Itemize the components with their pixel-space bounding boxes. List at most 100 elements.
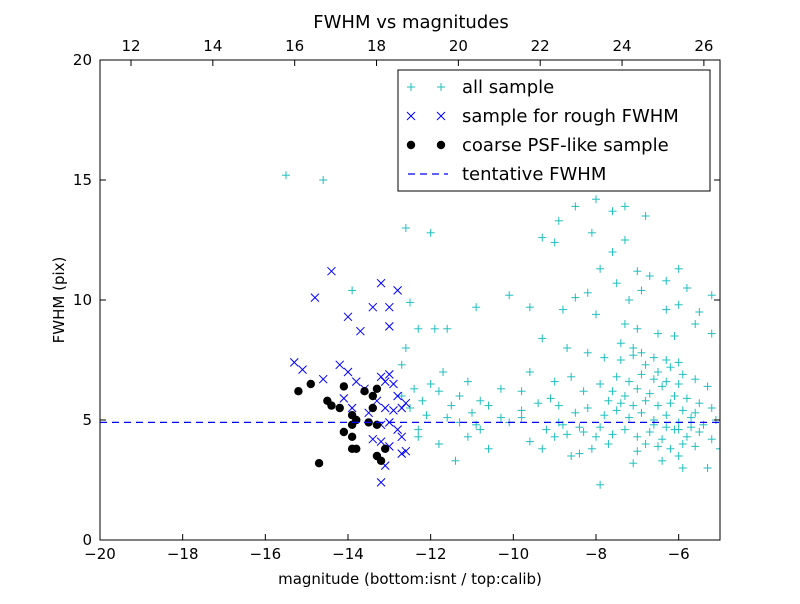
data-point: [368, 434, 378, 444]
data-point: [393, 391, 402, 401]
data-point: [546, 394, 555, 403]
data-point: [707, 329, 716, 338]
data-point: [716, 444, 720, 453]
data-point: [641, 396, 650, 405]
data-point: [414, 432, 423, 441]
data-point: [401, 224, 410, 232]
data-point: [294, 387, 303, 396]
data-point: [691, 320, 700, 328]
data-point: [314, 459, 324, 468]
data-point: [525, 437, 534, 446]
data-point: [592, 310, 600, 319]
data-point: [658, 382, 667, 391]
data-point: [620, 320, 629, 328]
data-point: [629, 344, 638, 352]
x-tick-label: −20: [84, 545, 116, 563]
legend-marker: [407, 83, 415, 91]
data-point: [592, 195, 600, 204]
data-point: [406, 404, 414, 412]
x-tick-label: −8: [585, 545, 607, 563]
data-point: [579, 428, 588, 436]
data-point: [687, 413, 696, 422]
data-point: [571, 293, 580, 302]
data-point: [707, 404, 716, 412]
data-point: [695, 308, 704, 316]
data-point: [687, 423, 696, 432]
data-point: [616, 339, 625, 348]
data-point: [674, 380, 683, 388]
data-point: [505, 291, 514, 300]
data-point: [608, 430, 617, 439]
data-point: [620, 236, 629, 244]
data-point: [608, 387, 617, 396]
data-point: [670, 392, 679, 400]
data-point: [310, 293, 320, 302]
data-point: [678, 440, 687, 448]
chart-title: FWHM vs magnitudes: [313, 12, 508, 33]
data-point: [339, 427, 349, 437]
x-tick-label: −6: [668, 545, 690, 563]
data-point: [472, 303, 481, 312]
data-point: [381, 444, 390, 453]
data-point: [430, 324, 439, 333]
x-tick-label: −18: [167, 545, 199, 563]
data-point: [496, 384, 505, 393]
data-point: [525, 368, 534, 376]
legend-label: all sample: [462, 77, 554, 98]
data-point: [616, 356, 625, 364]
data-point: [401, 398, 411, 408]
data-point: [401, 446, 411, 456]
data-point: [596, 480, 605, 489]
x-tick-label: −12: [415, 545, 447, 563]
data-point: [682, 432, 691, 441]
data-point: [707, 291, 716, 300]
data-point: [496, 413, 505, 422]
data-point: [563, 344, 572, 352]
y-tick-label: 5: [82, 411, 92, 429]
data-point: [517, 387, 526, 396]
data-point: [707, 435, 716, 444]
data-point: [380, 377, 390, 386]
data-point: [596, 380, 605, 388]
data-point: [558, 305, 567, 314]
data-point: [356, 326, 365, 336]
data-point: [554, 216, 563, 225]
data-point: [554, 401, 563, 410]
data-point: [368, 302, 378, 312]
data-point: [592, 432, 600, 441]
data-point: [633, 447, 642, 456]
data-point: [678, 464, 687, 472]
data-point: [674, 425, 683, 434]
data-point: [662, 377, 671, 386]
data-point: [484, 401, 493, 410]
data-point: [649, 375, 658, 384]
data-point: [682, 394, 691, 403]
data-point: [289, 358, 299, 367]
data-point: [583, 404, 592, 412]
data-point: [633, 432, 642, 441]
data-point: [434, 387, 443, 396]
data-point: [439, 368, 448, 376]
data-point: [674, 300, 683, 309]
data-point: [451, 456, 460, 465]
data-point: [654, 401, 662, 410]
data-point: [401, 344, 410, 352]
data-point: [343, 367, 353, 377]
data-point: [637, 370, 646, 379]
data-point: [422, 411, 431, 420]
data-point: [335, 403, 344, 413]
data-point: [335, 360, 345, 370]
data-point: [612, 372, 621, 381]
data-point: [579, 387, 588, 396]
data-point: [616, 399, 625, 408]
data-point: [678, 406, 687, 415]
data-point: [658, 435, 667, 444]
top-tick-label: 12: [121, 37, 140, 55]
data-point: [426, 380, 435, 388]
data-point: [447, 401, 456, 410]
data-point: [629, 401, 638, 410]
legend-marker: [436, 111, 446, 121]
data-point: [625, 296, 634, 304]
data-point: [368, 403, 377, 413]
data-point: [384, 302, 394, 312]
